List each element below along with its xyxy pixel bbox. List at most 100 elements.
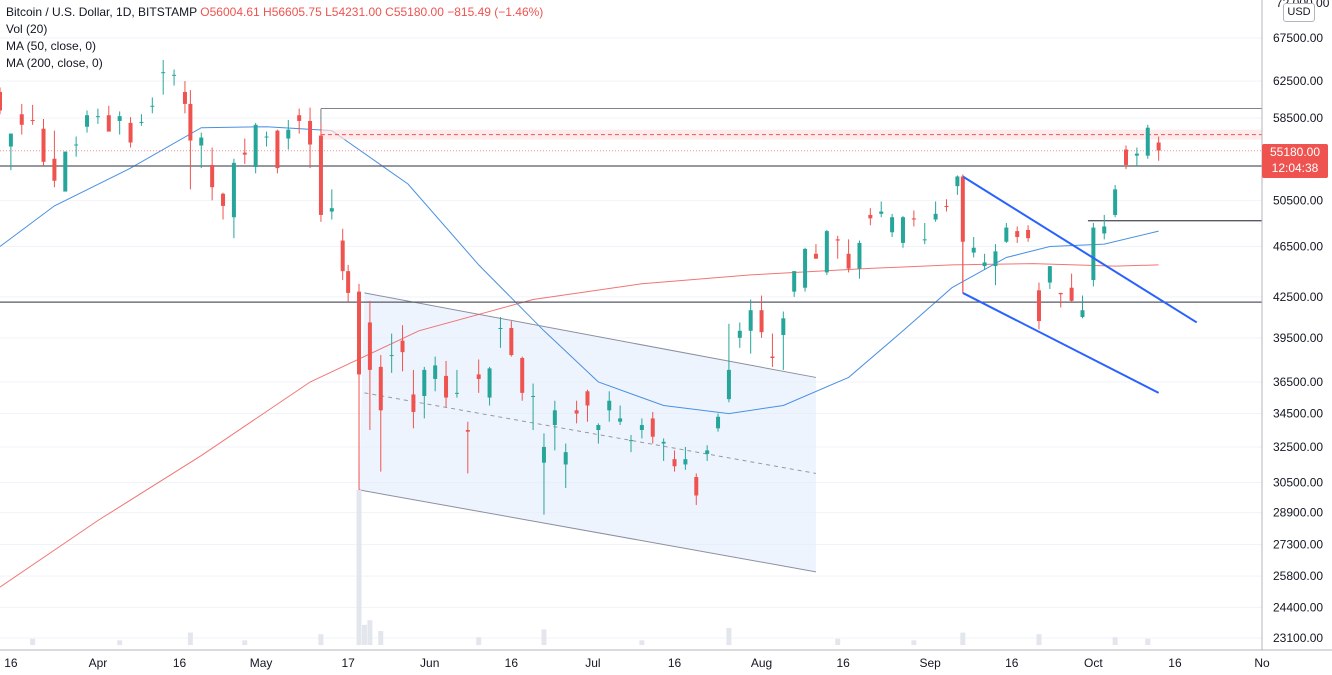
wedge-lower-line (962, 292, 1160, 394)
candle-body (971, 247, 976, 253)
volume-bar (367, 620, 373, 645)
candle-body (520, 358, 525, 393)
price-axis[interactable]: 72 000.0067500.0062500.0058500.0050500.0… (1261, 0, 1332, 675)
candle-body (650, 418, 655, 437)
time-tick-label: 16 (4, 656, 18, 670)
time-tick-label: 16 (668, 656, 682, 670)
time-tick-label: 16 (1005, 656, 1019, 670)
price-tick-label: 39500.00 (1273, 331, 1323, 345)
candle-body (400, 340, 405, 353)
candle-body (1015, 231, 1020, 237)
candle-body (433, 365, 438, 379)
candle-body (509, 327, 514, 356)
candle-body (672, 459, 677, 467)
candle-body (52, 158, 57, 181)
volume-bars (30, 490, 1151, 645)
volume-bar (911, 640, 917, 645)
candle-body (922, 239, 927, 241)
candle-body (759, 310, 764, 333)
candle-body (422, 369, 427, 396)
candle-body (933, 213, 938, 220)
candle-body (117, 116, 122, 121)
time-tick-label: 16 (505, 656, 519, 670)
price-tick-label: 58500.00 (1273, 111, 1323, 125)
time-tick-label: Jul (585, 656, 600, 670)
descending-channel (358, 292, 817, 573)
price-tick-label: 62500.00 (1273, 74, 1323, 88)
volume-bar (476, 637, 482, 645)
ma200-line (0, 263, 1159, 588)
time-tick-label: Oct (1084, 656, 1103, 670)
candle-body (340, 240, 345, 272)
candle-body (411, 394, 416, 412)
candle-body (498, 327, 503, 329)
time-tick-label: May (250, 656, 273, 670)
candle-body (476, 374, 481, 379)
candle-body (944, 205, 949, 208)
time-tick-label: 17 (341, 656, 355, 670)
candle-body (868, 214, 873, 219)
candle-body (172, 74, 177, 76)
candle-body (803, 248, 808, 288)
ohlc-open: O56004.61 (200, 5, 260, 19)
candle-body (552, 410, 557, 426)
grid (0, 37, 1262, 639)
time-axis[interactable]: 16 Apr 16 May 17 Jun 16 Jul 16 Aug 16 Sep 16 Oct 16 No (0, 649, 1332, 670)
ohlc-high: H56605.75 (263, 5, 322, 19)
candle-body (1113, 189, 1118, 215)
last-price-value: 55180.00 (1269, 145, 1321, 159)
candle-body (726, 369, 731, 400)
candle-body (444, 375, 449, 398)
candle-body (1004, 227, 1009, 242)
candle-body (318, 135, 323, 215)
candle-body (150, 105, 155, 107)
candle-body (982, 262, 987, 267)
candle-body (286, 129, 291, 139)
candle-body (1080, 310, 1085, 317)
candle-body (563, 452, 568, 465)
time-tick-label: Apr (89, 656, 108, 670)
candle-body (1145, 127, 1150, 156)
candle-body (661, 441, 666, 444)
volume-bar (361, 624, 367, 645)
candle-body (813, 253, 818, 259)
indicator-ma50[interactable]: MA (50, close, 0) (6, 39, 97, 53)
indicator-volume[interactable]: Vol (20) (6, 22, 48, 36)
symbol-title: Bitcoin / U.S. Dollar, 1D, BITSTAMP (6, 5, 197, 19)
price-axis-bg (1262, 0, 1332, 675)
candle-body (694, 477, 699, 496)
price-tick-label: 27300.00 (1273, 538, 1323, 552)
candle-body (221, 193, 226, 206)
candle-body (1026, 229, 1031, 239)
candle-body (367, 322, 372, 370)
channel-lower-line (358, 489, 817, 573)
candle-body (846, 253, 851, 269)
candle-body (106, 115, 111, 132)
candle-body (74, 144, 79, 146)
candle-body (770, 356, 775, 359)
candle-body (781, 318, 786, 335)
candle-body (911, 218, 916, 220)
candle-body (618, 418, 623, 422)
candle-body (378, 366, 383, 411)
candle-body (574, 410, 579, 414)
time-tick-label: Sep (920, 656, 942, 670)
price-tick-label: 25800.00 (1273, 569, 1323, 583)
candle-body (0, 91, 2, 111)
price-tick-label: 46500.00 (1273, 240, 1323, 254)
time-tick-label: 16 (836, 656, 850, 670)
currency-button[interactable]: USD (1283, 3, 1315, 22)
indicator-ma200[interactable]: MA (200, close, 0) (6, 56, 103, 70)
candle-body (30, 119, 35, 121)
price-tick-label: 36500.00 (1273, 375, 1323, 389)
volume-bar (187, 632, 193, 645)
candle-body (63, 151, 68, 192)
candle-body (242, 152, 247, 155)
volume-bar (318, 634, 324, 645)
candle-body (41, 128, 46, 162)
price-tick-label: 42500.00 (1273, 290, 1323, 304)
candle-body (890, 217, 895, 233)
candle-body (607, 400, 612, 411)
candle-body (188, 103, 193, 141)
